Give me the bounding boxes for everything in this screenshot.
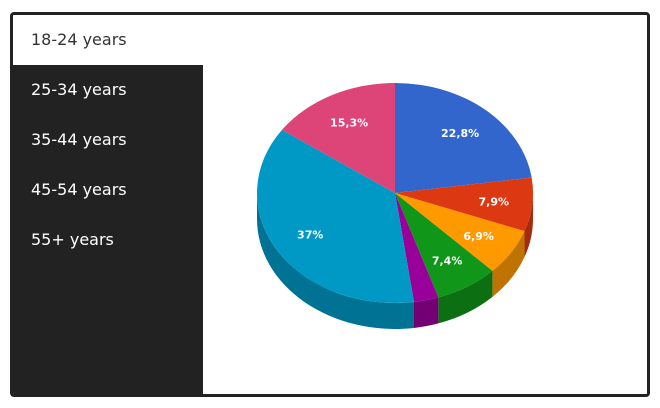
pie-chart-svg: 22,8% 7,9% 6,9%7,4% 37% 15,3%: [257, 83, 533, 329]
tab-55-plus[interactable]: 55+ years: [31, 230, 114, 249]
pie-slice-label-6: 15,3%: [330, 117, 368, 130]
tab-35-44[interactable]: 35-44 years: [31, 130, 127, 149]
pie-slice-1[interactable]: [395, 177, 533, 232]
pie-slice-label-0: 22,8%: [441, 127, 479, 140]
age-group-panel: 18-24 years 25-34 years 35-44 years 45-5…: [10, 12, 650, 397]
age-group-sidebar: 25-34 years 35-44 years 45-54 years 55+ …: [13, 65, 203, 394]
tab-45-54[interactable]: 45-54 years: [31, 180, 127, 199]
pie-slice-side-2: [492, 231, 525, 297]
pie-slice-side-1: [524, 193, 533, 258]
pie-slice-label-3: 7,4%: [432, 254, 463, 267]
pie-slice-side-5: [257, 193, 414, 329]
pie-slice-4[interactable]: [395, 193, 439, 302]
pie-slice-side-4: [413, 297, 439, 328]
tab-18-24[interactable]: 18-24 years: [13, 15, 647, 65]
pie-slice-0[interactable]: [395, 83, 532, 193]
pie-slice-label-5: 37%: [297, 228, 323, 241]
pie-slice-2[interactable]: [395, 193, 525, 271]
pie-chart: 22,8% 7,9% 6,9% 7,4% 37% 15,3%: [203, 65, 647, 394]
pie-slice-side-3: [438, 270, 493, 324]
pie-slice-5[interactable]: [257, 129, 414, 303]
pie-slice-6[interactable]: [281, 83, 395, 193]
tab-25-34[interactable]: 25-34 years: [31, 80, 127, 99]
pie-slice-label-1: 7,9%: [479, 195, 510, 208]
pie-slice-3[interactable]: [395, 193, 493, 298]
pie-slice-label-2: 6,9%: [463, 230, 494, 243]
